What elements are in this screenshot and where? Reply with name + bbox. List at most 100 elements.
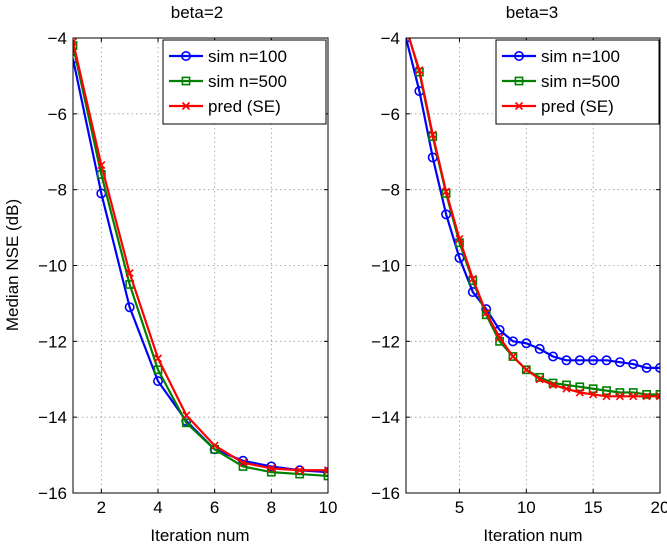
data-point-x bbox=[482, 308, 491, 317]
data-point-x bbox=[522, 365, 531, 374]
data-point-square bbox=[521, 365, 531, 375]
legend-label: pred (SE) bbox=[208, 97, 281, 116]
data-point-x bbox=[403, 25, 410, 32]
data-point-x bbox=[415, 66, 424, 75]
data-point-x bbox=[267, 464, 276, 473]
y-tick-label: −6 bbox=[381, 105, 400, 124]
data-point-x bbox=[468, 274, 477, 283]
series-pred-se- bbox=[73, 38, 328, 475]
x-tick-label: 8 bbox=[267, 498, 276, 517]
data-point-x bbox=[655, 392, 660, 401]
series-clip bbox=[402, 23, 660, 401]
data-point-x bbox=[508, 352, 518, 361]
data-point-x bbox=[589, 390, 598, 399]
y-tick-label: −14 bbox=[38, 408, 67, 427]
data-point-x bbox=[642, 392, 651, 401]
data-point-x bbox=[153, 354, 163, 363]
data-point-x bbox=[181, 101, 191, 111]
chart-panel-beta3: beta=3 5 10 15 20 −4 −6 −8 −10 −12 −14 −16 Iterati… bbox=[371, 3, 667, 545]
data-point-circle bbox=[153, 376, 164, 387]
series-line bbox=[407, 38, 660, 398]
tick-labels: 2 4 6 8 10 −4 −6 −8 −10 −12 −14 −16 bbox=[38, 29, 337, 517]
data-point-x bbox=[629, 392, 638, 401]
y-tick-label: −8 bbox=[381, 181, 400, 200]
y-tick-label: −16 bbox=[38, 484, 67, 503]
data-point-circle bbox=[124, 302, 135, 313]
legend-item: sim n=500 bbox=[502, 72, 620, 91]
legend-label: pred (SE) bbox=[541, 97, 614, 116]
data-point-square bbox=[655, 390, 660, 399]
data-point-square bbox=[575, 382, 585, 392]
data-point-circle bbox=[588, 355, 599, 366]
data-point-square bbox=[588, 384, 598, 394]
y-tick-label: −10 bbox=[38, 257, 67, 276]
data-point-x bbox=[125, 269, 134, 278]
data-point-x bbox=[97, 160, 106, 170]
chart-panel-beta2: beta=2 2 4 6 8 10 −4 −6 −8 −10 −12 −14 −16 Iteratio… bbox=[3, 3, 337, 545]
data-point-x bbox=[73, 38, 78, 46]
data-point-x bbox=[295, 466, 304, 475]
y-tick-label: −6 bbox=[48, 105, 67, 124]
data-point-circle bbox=[507, 336, 518, 347]
legend-label: sim n=100 bbox=[541, 47, 620, 66]
x-axis-label: Iteration num bbox=[483, 526, 582, 545]
data-point-circle bbox=[628, 359, 639, 370]
data-point-square bbox=[642, 390, 652, 399]
y-tick-label: −12 bbox=[38, 332, 67, 351]
data-point-square bbox=[153, 365, 163, 375]
data-point-x bbox=[535, 375, 544, 384]
data-point-x bbox=[182, 411, 191, 420]
data-point-x bbox=[495, 333, 504, 342]
data-point-circle bbox=[548, 351, 559, 362]
data-point-circle bbox=[441, 209, 452, 220]
y-tick-label: −16 bbox=[371, 484, 400, 503]
x-tick-label: 5 bbox=[455, 498, 464, 517]
y-tick-label: −8 bbox=[48, 181, 67, 200]
legend: sim n=100 sim n=500 pred (SE) bbox=[162, 39, 327, 125]
data-point-circle bbox=[513, 50, 524, 61]
y-axis-label: Median NSE (dB) bbox=[3, 199, 22, 331]
y-tick-label: −14 bbox=[371, 408, 400, 427]
data-point-circle bbox=[521, 338, 532, 349]
x-tick-label: 2 bbox=[97, 498, 106, 517]
data-point-x bbox=[615, 392, 624, 401]
x-tick-label: 15 bbox=[584, 498, 603, 517]
x-tick-label: 4 bbox=[153, 498, 162, 517]
data-point-circle bbox=[561, 355, 572, 366]
data-point-x bbox=[210, 441, 219, 450]
legend-label: sim n=500 bbox=[541, 72, 620, 91]
data-point-circle bbox=[614, 357, 625, 368]
plot-frame bbox=[72, 37, 329, 494]
legend: sim n=100 sim n=500 pred (SE) bbox=[495, 39, 660, 125]
x-tick-label: 10 bbox=[319, 498, 338, 517]
data-point-square bbox=[181, 418, 191, 428]
series-line bbox=[73, 41, 328, 472]
y-tick-label: −12 bbox=[371, 332, 400, 351]
data-point-x bbox=[514, 101, 524, 111]
data-point-circle bbox=[181, 50, 192, 61]
series-group bbox=[402, 23, 660, 401]
data-point-x bbox=[562, 384, 571, 393]
y-tick-label: −10 bbox=[371, 257, 400, 276]
data-point-x bbox=[575, 388, 584, 397]
data-point-x bbox=[442, 187, 451, 196]
legend-item: sim n=100 bbox=[502, 47, 620, 66]
chart-title: beta=2 bbox=[171, 3, 223, 22]
data-point-x bbox=[323, 466, 328, 475]
data-point-circle bbox=[641, 362, 652, 373]
tick-labels: 5 10 15 20 −4 −6 −8 −10 −12 −14 −16 bbox=[371, 29, 667, 517]
data-point-x bbox=[428, 130, 437, 139]
data-point-square bbox=[602, 386, 611, 396]
x-tick-label: 10 bbox=[517, 498, 536, 517]
x-axis-label: Iteration num bbox=[150, 526, 249, 545]
y-tick-label: −4 bbox=[48, 29, 67, 48]
series-line bbox=[73, 45, 328, 478]
data-point-x bbox=[548, 380, 558, 390]
data-point-square bbox=[402, 23, 409, 30]
data-point-x bbox=[602, 392, 611, 401]
data-point-circle bbox=[601, 355, 612, 366]
data-point-square bbox=[508, 352, 518, 361]
data-point-x bbox=[455, 234, 464, 244]
legend-label: sim n=500 bbox=[208, 72, 287, 91]
